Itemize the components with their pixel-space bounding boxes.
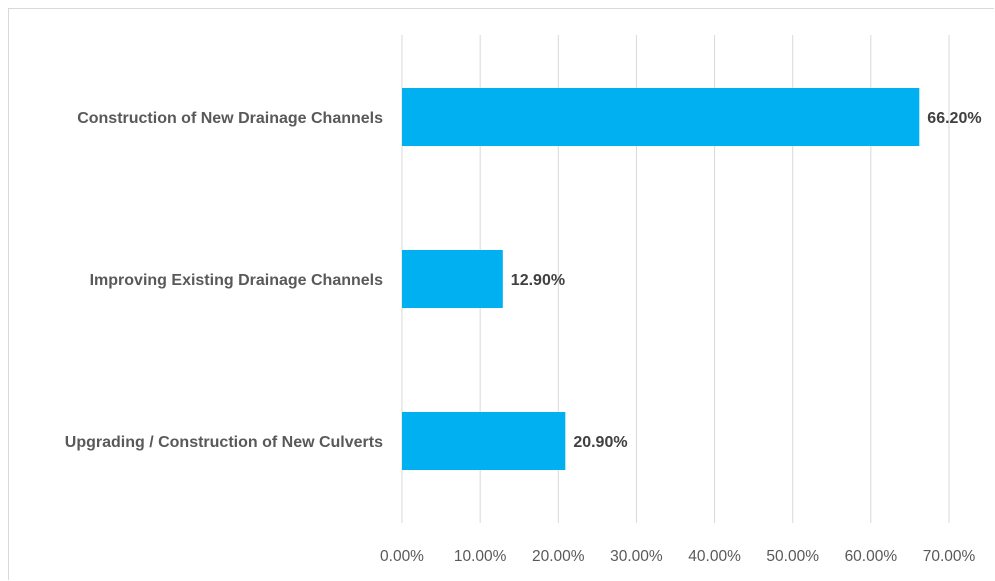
data-label-2: 20.90% (573, 434, 627, 451)
x-tick-label-3: 30.00% (610, 548, 663, 565)
x-tick-label-7: 70.00% (923, 548, 976, 565)
x-tick-label-2: 20.00% (532, 548, 585, 565)
bars (402, 88, 920, 470)
bar-2 (402, 412, 566, 470)
category-label-2: Upgrading / Construction of New Culverts (65, 434, 383, 451)
data-label-0: 66.20% (927, 110, 981, 127)
x-tick-label-1: 10.00% (454, 548, 507, 565)
category-label-0: Construction of New Drainage Channels (77, 110, 383, 127)
chart-area (8, 8, 994, 580)
x-tick-label-5: 50.00% (766, 548, 819, 565)
x-axis-tick-labels: 0.00% 10.00% 20.00% 30.00% 40.00% 50.00% 60.00… (380, 548, 975, 565)
bar-0 (402, 88, 920, 146)
x-tick-label-4: 40.00% (688, 548, 741, 565)
data-labels: 66.20% 12.90% 20.90% (511, 110, 982, 451)
category-label-1: Improving Existing Drainage Channels (90, 272, 383, 289)
category-labels: Construction of New Drainage Channels Imp… (65, 110, 383, 451)
data-label-1: 12.90% (511, 272, 565, 289)
bar-1 (402, 250, 503, 308)
x-tick-label-0: 0.00% (380, 548, 424, 565)
x-tick-label-6: 60.00% (845, 548, 898, 565)
